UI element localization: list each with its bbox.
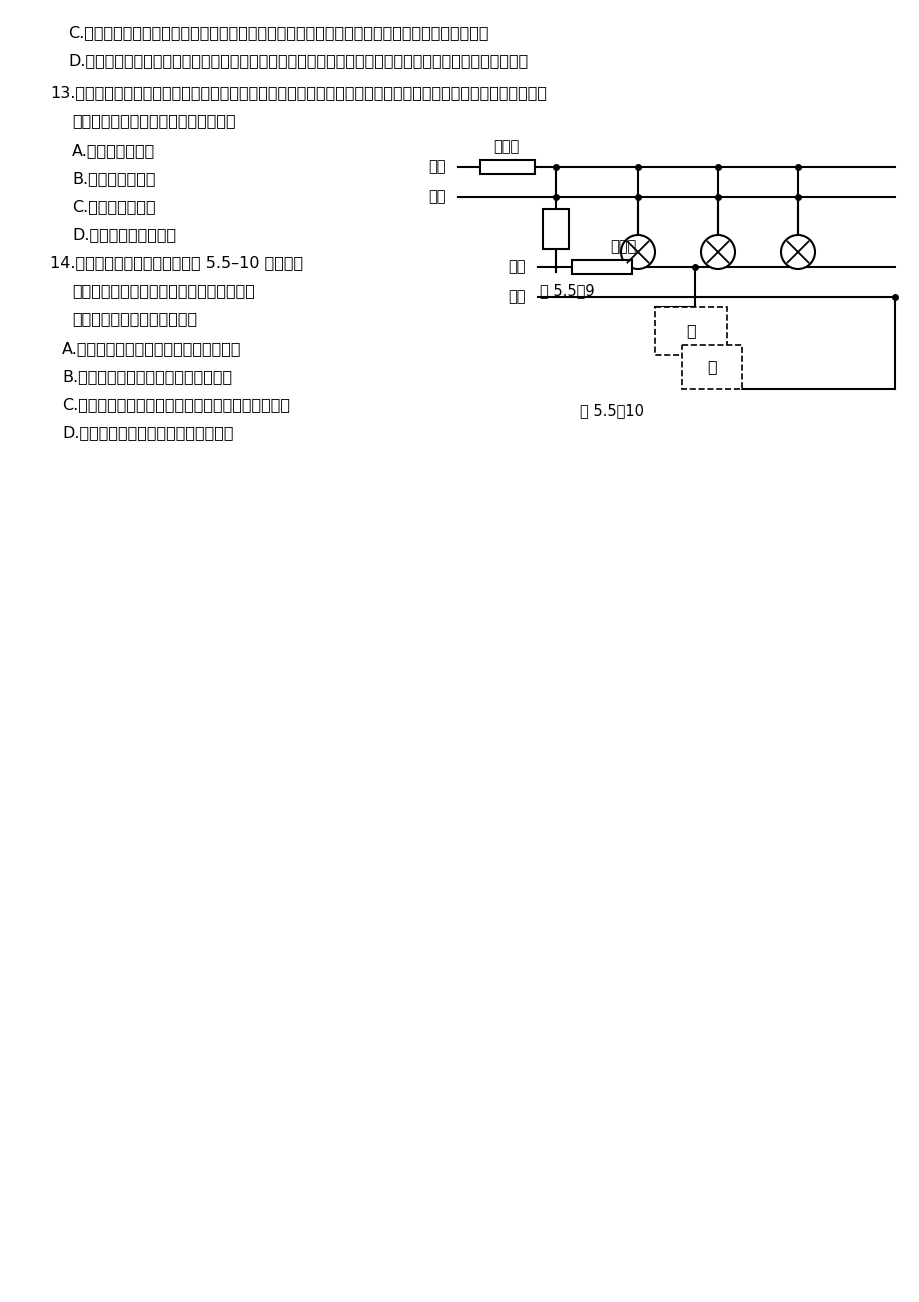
Text: 13.　如图所示的电路中，正常发光的三盏灯突然全部息灯，经检查保险丝完好，用试电笔插进插座的两孔，气管均: 13. 如图所示的电路中，正常发光的三盏灯突然全部息灯，经检查保险丝完好，用试电… bbox=[50, 85, 547, 100]
Text: 乙: 乙 bbox=[707, 359, 716, 375]
Bar bbox=[681, 345, 742, 389]
Text: 零线: 零线 bbox=[427, 189, 445, 204]
Text: A.　　火线上的保险丝应该改装到零线上: A. 火线上的保险丝应该改装到零线上 bbox=[62, 341, 242, 355]
Circle shape bbox=[620, 234, 654, 270]
Bar bbox=[480, 160, 535, 174]
Circle shape bbox=[780, 234, 814, 270]
Text: C.　当用电器功率增大时，通过保险丝的电流就增大: C. 当用电器功率增大时，通过保险丝的电流就增大 bbox=[62, 397, 289, 411]
Bar bbox=[572, 260, 631, 273]
Text: 零线: 零线 bbox=[507, 289, 525, 303]
Text: D.　当保险丝熔断后，可以用铜丝代替: D. 当保险丝熔断后，可以用铜丝代替 bbox=[62, 424, 233, 440]
Text: C.　如果家庭电路中不安装保险丝，那么发生短路时，会因为通过用电器的电流过大而烧毁用电器: C. 如果家庭电路中不安装保险丝，那么发生短路时，会因为通过用电器的电流过大而烧… bbox=[68, 25, 488, 40]
Circle shape bbox=[700, 234, 734, 270]
Text: 甲: 甲 bbox=[686, 323, 695, 339]
Text: 保险丝: 保险丝 bbox=[493, 139, 518, 154]
Text: B.　　甲处应装用电器，乙处应装开关: B. 甲处应装用电器，乙处应装开关 bbox=[62, 368, 232, 384]
Text: 火线: 火线 bbox=[427, 159, 445, 174]
Text: 发光。造成这一现象的原因是（　　）: 发光。造成这一现象的原因是（ ） bbox=[72, 113, 235, 128]
Text: C.进户的火线断了: C.进户的火线断了 bbox=[72, 199, 155, 214]
Text: B.插座发生短路了: B.插座发生短路了 bbox=[72, 171, 155, 186]
Text: 路，下列说法正确的是（　）: 路，下列说法正确的是（ ） bbox=[72, 311, 197, 326]
Text: 图 5.5－10: 图 5.5－10 bbox=[579, 404, 643, 418]
Text: 保险丝: 保险丝 bbox=[609, 240, 636, 254]
Text: 14.　某家庭电路的部分电路如图 5.5–10 所示，其: 14. 某家庭电路的部分电路如图 5.5–10 所示，其 bbox=[50, 255, 302, 270]
Text: 图 5.5－9: 图 5.5－9 bbox=[539, 283, 594, 298]
Text: D.某盏电灯的灯丝断了: D.某盏电灯的灯丝断了 bbox=[72, 227, 176, 242]
Text: 中甲、乙两处分别装用电器和开关。对此电: 中甲、乙两处分别装用电器和开关。对此电 bbox=[72, 283, 255, 298]
Text: A.进户的零线断了: A.进户的零线断了 bbox=[72, 143, 155, 158]
Bar bbox=[542, 210, 568, 249]
Text: D.　电炉工作时，电炉丝热得发红，而连接电炉丝的导线并不太热是因为导线的电阵比电炉丝的电阵小很多: D. 电炉工作时，电炉丝热得发红，而连接电炉丝的导线并不太热是因为导线的电阵比电… bbox=[68, 53, 528, 68]
Text: 火线: 火线 bbox=[507, 259, 525, 273]
Bar bbox=[654, 307, 726, 355]
